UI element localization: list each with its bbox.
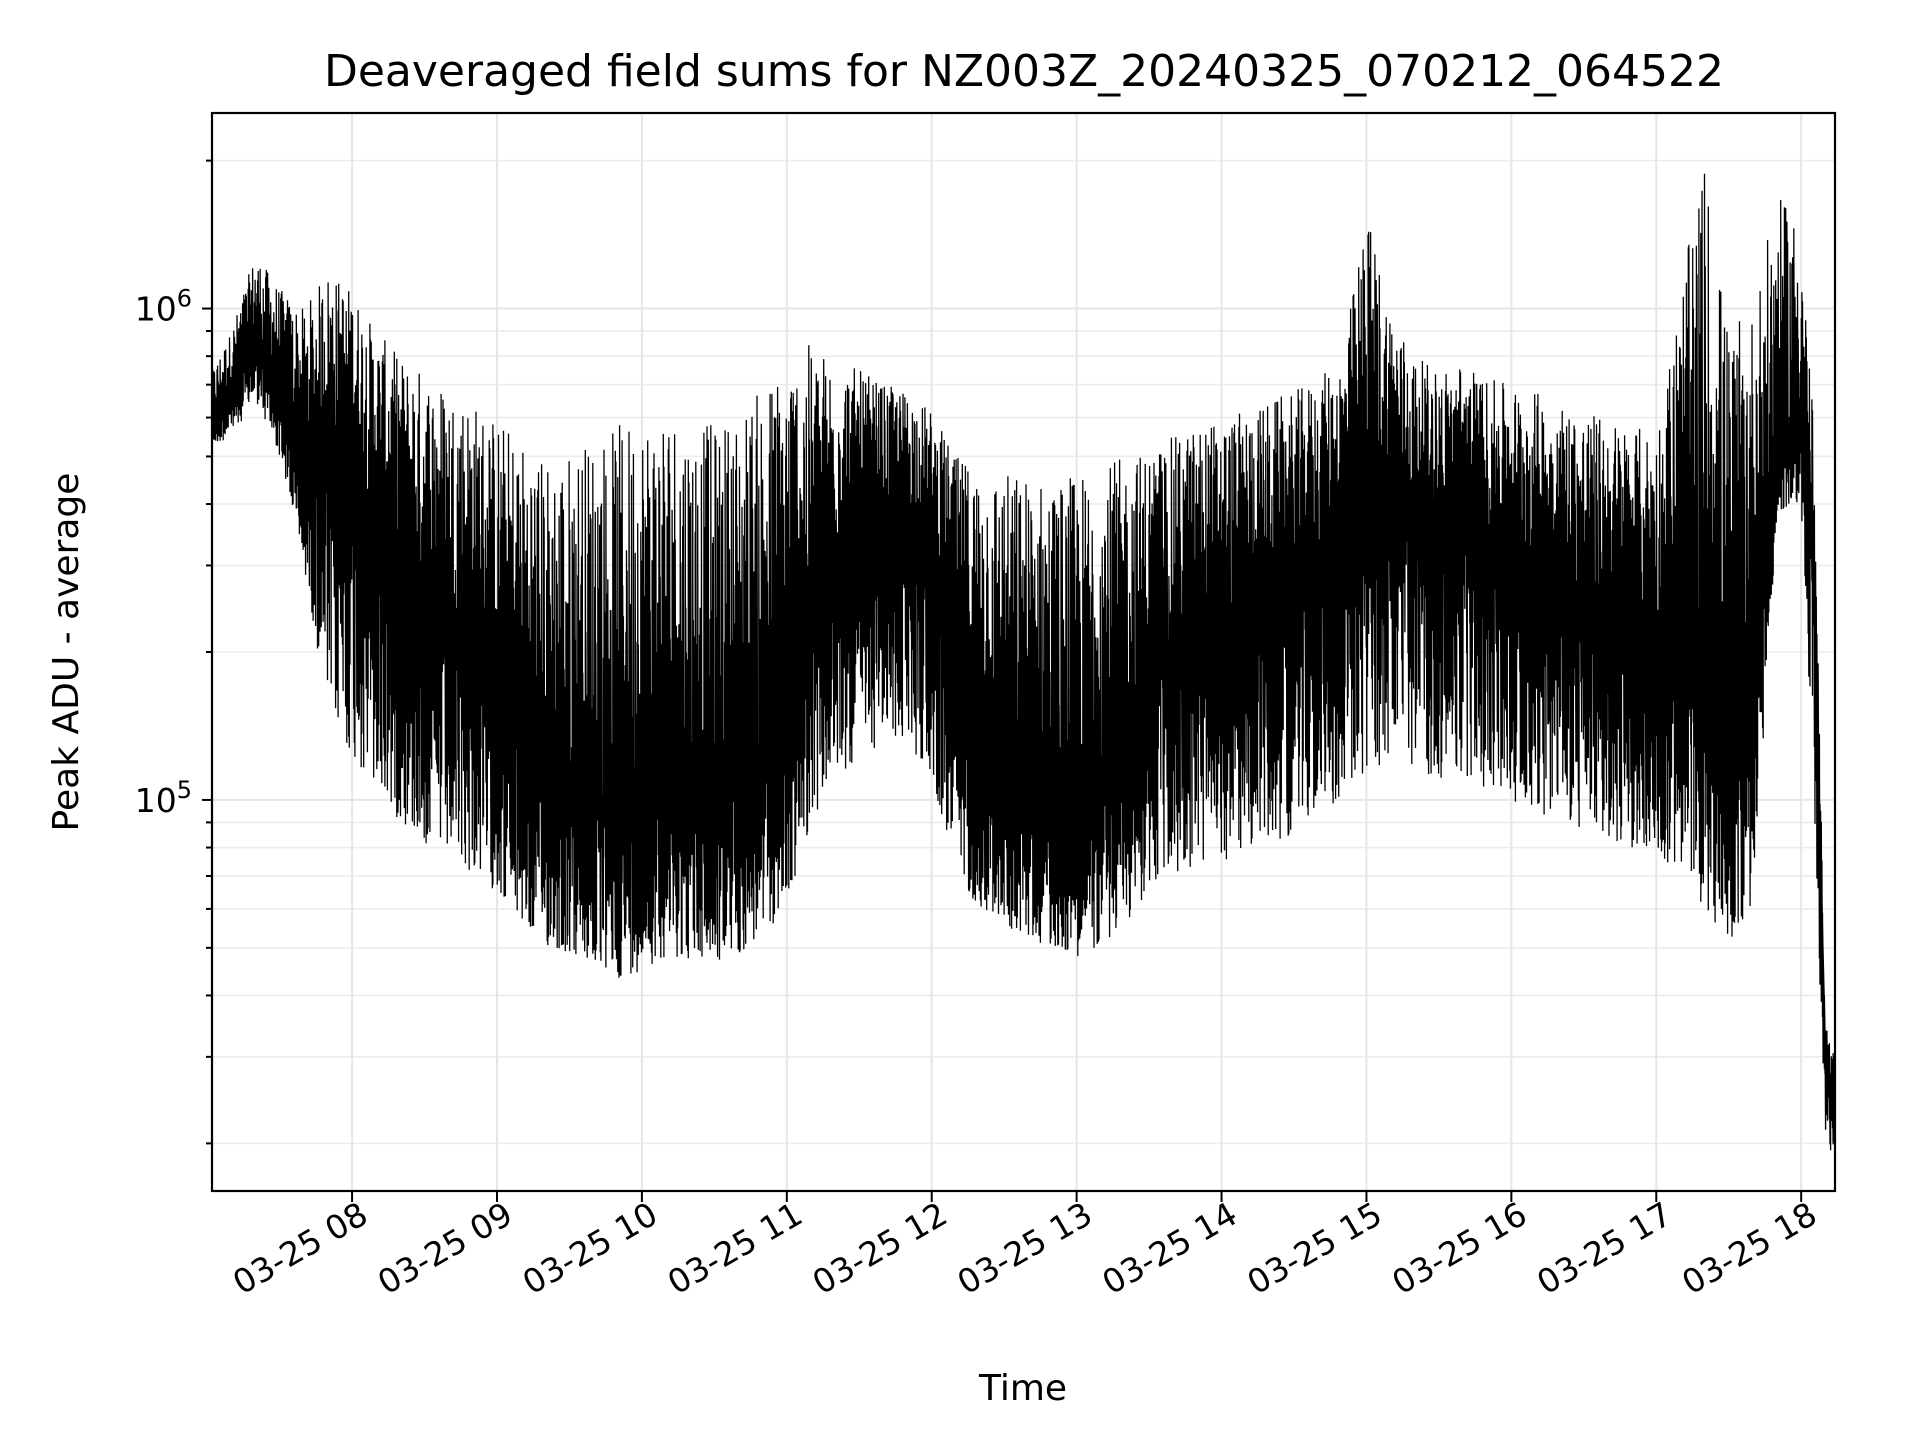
data-point xyxy=(1075,798,1078,802)
data-point xyxy=(326,434,330,438)
data-point xyxy=(350,455,354,458)
data-point xyxy=(1751,650,1755,654)
y-tick-label: 105 xyxy=(135,776,192,820)
data-point xyxy=(616,809,619,813)
y-tick-label: 106 xyxy=(135,285,192,329)
data-point xyxy=(858,531,861,534)
x-axis-label: Time xyxy=(978,1368,1067,1409)
data-point xyxy=(761,759,764,763)
data-point xyxy=(399,564,402,567)
data-point xyxy=(423,603,426,606)
data-point xyxy=(544,778,547,781)
data-point xyxy=(713,798,716,802)
data-point xyxy=(809,630,813,633)
data-point xyxy=(1437,513,1441,517)
data-point xyxy=(1413,502,1417,506)
data-point xyxy=(640,798,644,802)
data-point xyxy=(664,778,668,781)
data-point xyxy=(1196,640,1199,643)
data-point xyxy=(1630,621,1634,624)
data-point xyxy=(1812,564,1815,567)
data-point xyxy=(930,543,933,547)
data-point xyxy=(1558,579,1561,582)
data-point xyxy=(906,502,909,506)
data-point xyxy=(1365,492,1368,495)
data-point xyxy=(592,798,595,802)
data-point xyxy=(1341,531,1344,534)
data-point xyxy=(1703,673,1706,676)
data-point xyxy=(882,513,885,517)
data-point xyxy=(519,742,523,746)
data-point xyxy=(689,788,692,791)
data-layer xyxy=(210,173,1837,1151)
data-point xyxy=(833,564,837,567)
series-1 xyxy=(210,173,1837,1151)
data-point xyxy=(1800,416,1803,419)
data-point xyxy=(1268,594,1272,598)
data-point xyxy=(302,477,305,481)
data-point xyxy=(1051,798,1054,802)
y-axis: 105 106 xyxy=(135,159,212,1145)
data-point xyxy=(495,698,499,701)
data-point xyxy=(375,513,378,517)
data-point xyxy=(1389,482,1392,485)
series-line xyxy=(211,341,1836,1097)
data-point xyxy=(785,712,788,715)
data-point xyxy=(278,383,281,386)
data-point xyxy=(1655,630,1658,633)
data-point xyxy=(1123,742,1127,746)
y-axis-label: Peak ADU - average xyxy=(46,473,87,832)
data-point xyxy=(1486,531,1489,534)
data-point xyxy=(568,798,571,802)
data-point xyxy=(471,621,474,624)
data-point xyxy=(1606,611,1610,615)
data-point xyxy=(1534,564,1537,567)
data-point xyxy=(1099,778,1103,781)
data-point xyxy=(1003,759,1006,763)
data-point xyxy=(978,712,982,715)
data-point xyxy=(1172,650,1175,654)
data-point xyxy=(1147,673,1151,676)
data-point xyxy=(1727,712,1730,715)
data-point xyxy=(447,630,450,633)
data-point xyxy=(1775,477,1779,481)
data-point xyxy=(1292,579,1296,582)
data-point xyxy=(1461,502,1465,506)
data-point xyxy=(1582,603,1586,606)
data-point xyxy=(1510,543,1513,547)
data-point xyxy=(1027,778,1030,781)
data-point xyxy=(1317,550,1320,553)
data-point xyxy=(254,342,257,345)
data-point xyxy=(737,778,740,781)
data-point xyxy=(1824,1055,1827,1059)
data-point xyxy=(1244,611,1247,615)
data-point xyxy=(1220,630,1223,633)
data-point xyxy=(230,383,233,386)
series-noise-trace xyxy=(211,173,1836,1151)
chart-title: Deaveraged field sums for NZ003Z_2024032… xyxy=(324,46,1724,97)
data-point xyxy=(1679,650,1682,654)
data-point xyxy=(954,650,958,654)
